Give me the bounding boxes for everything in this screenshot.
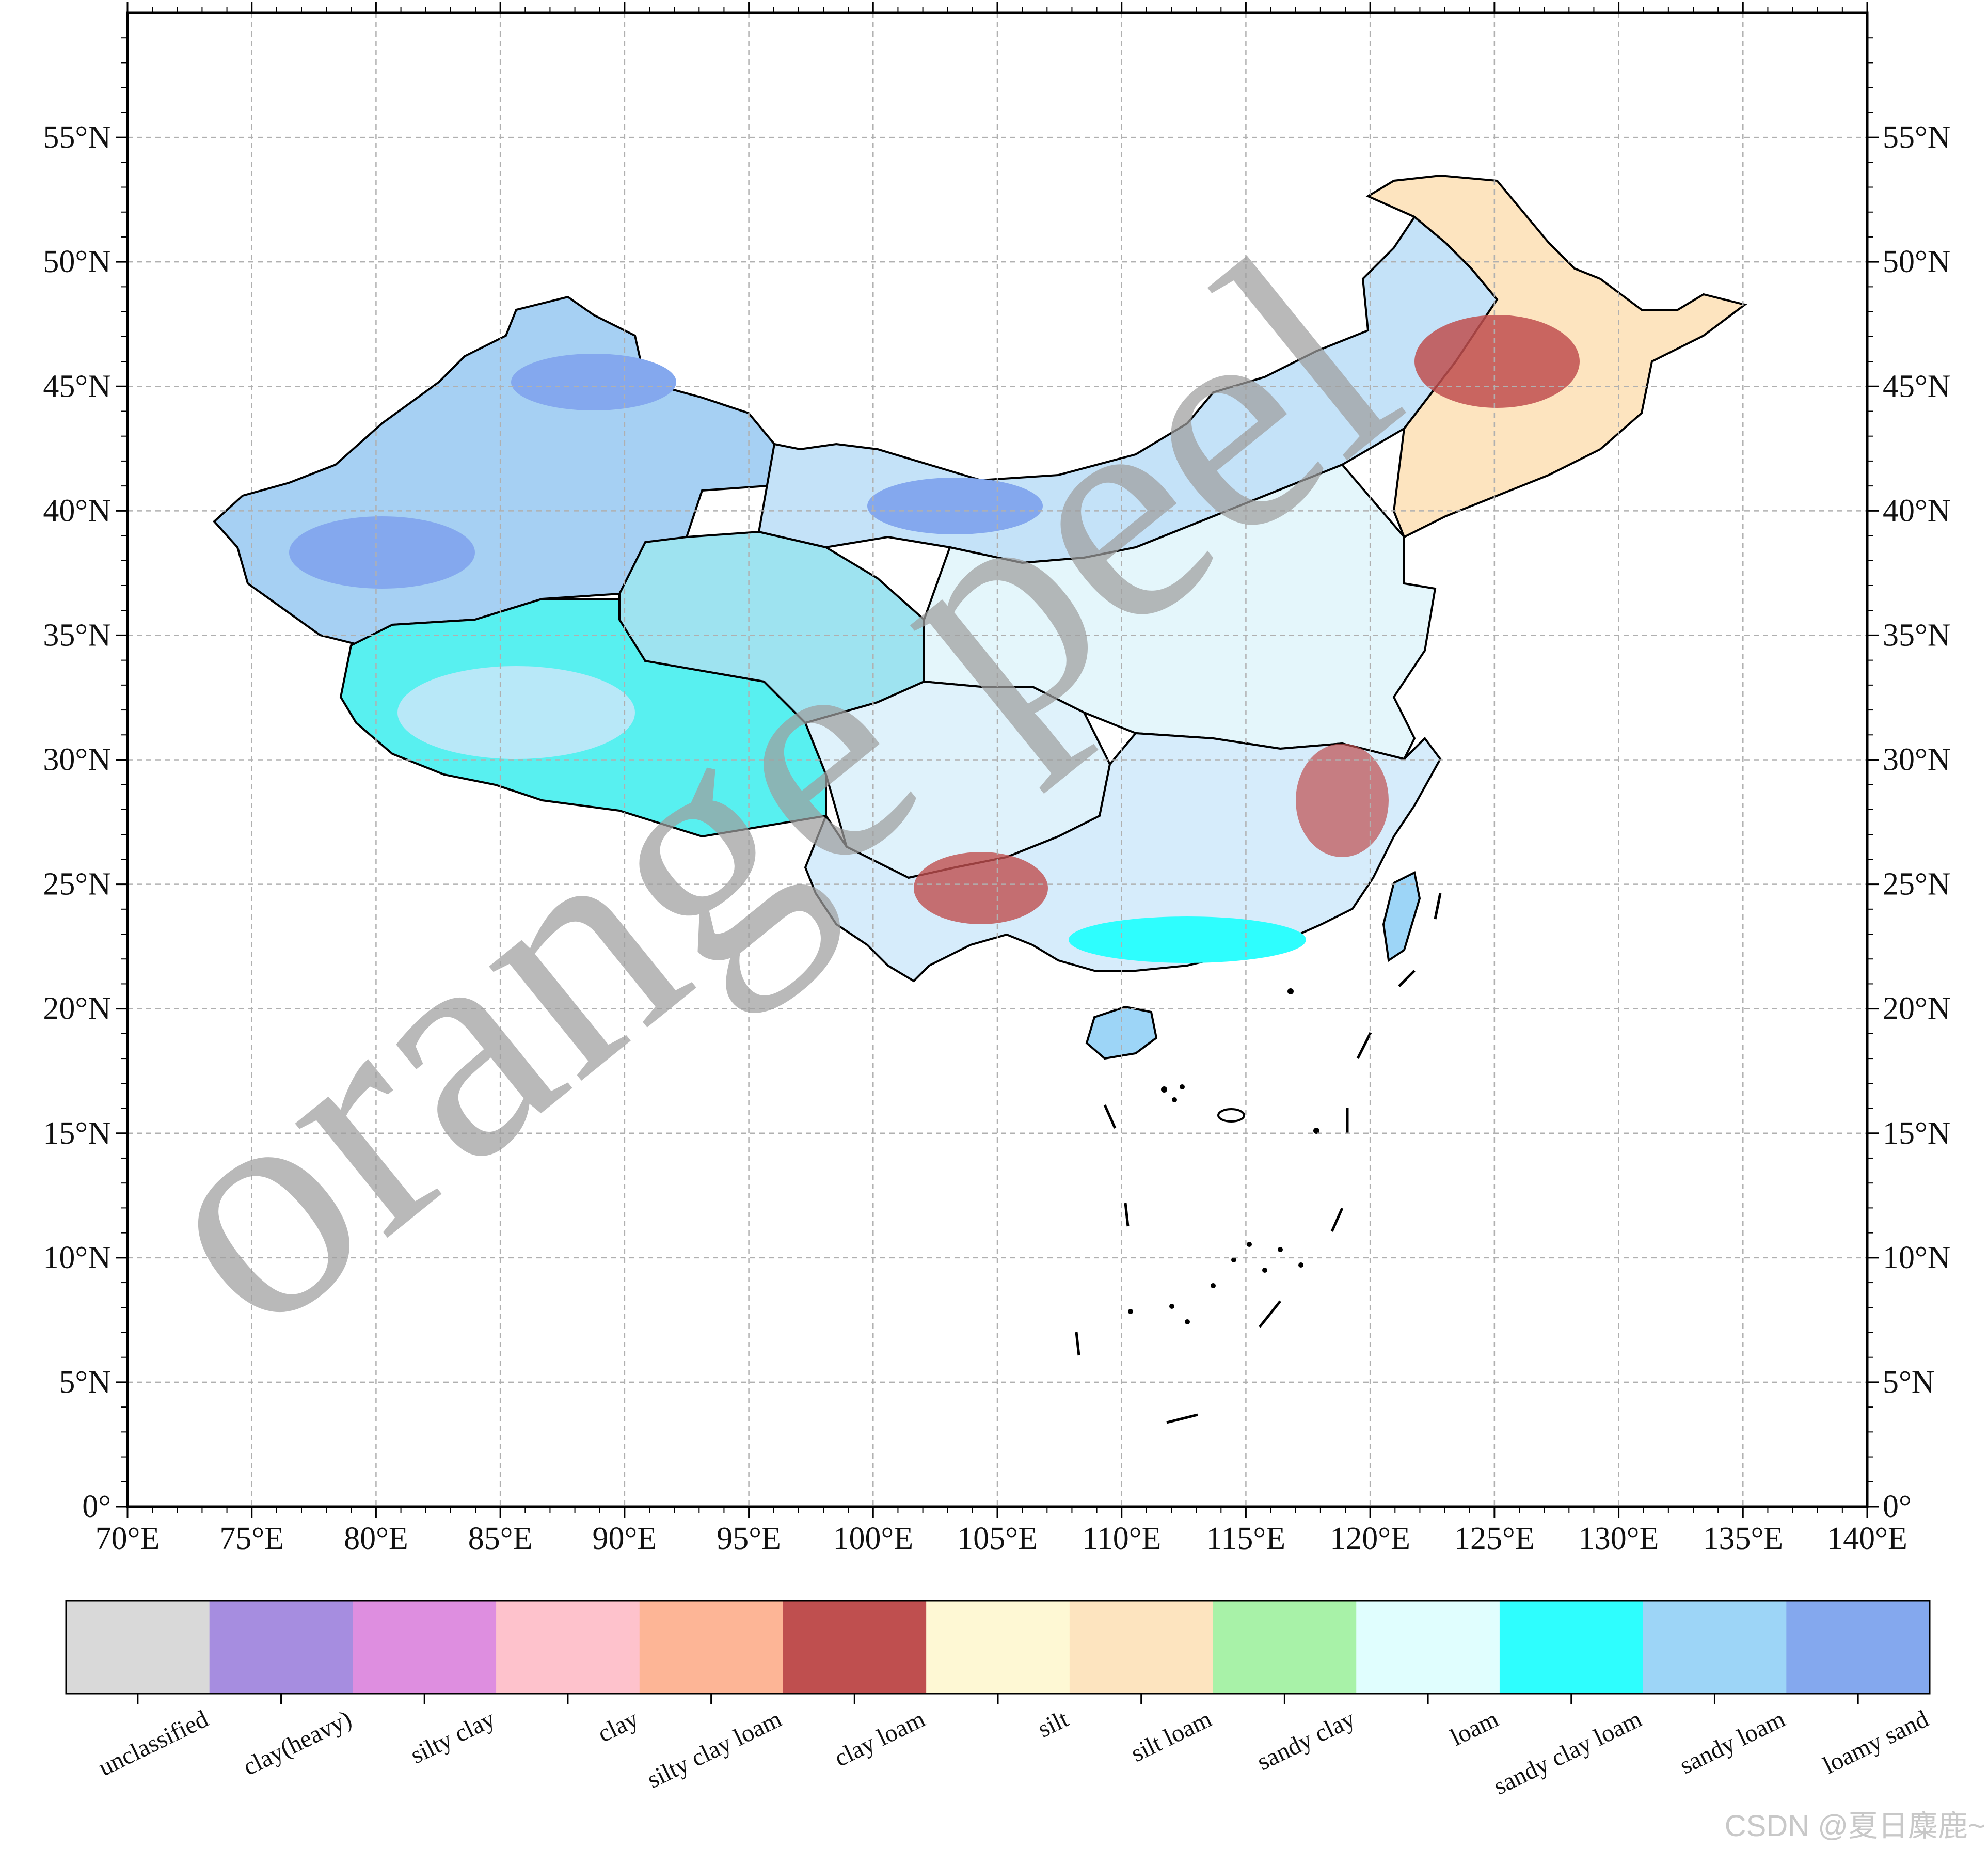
lat-tick-label-left: 55°N: [43, 120, 111, 155]
colorbar-label: sandy clay loam: [1489, 1705, 1646, 1800]
lat-tick-label-right: 0°: [1883, 1489, 1912, 1524]
lon-tick-label: 115°E: [1206, 1521, 1285, 1556]
lon-tick-label: 75°E: [219, 1521, 284, 1556]
lat-tick-label-right: 5°N: [1883, 1365, 1935, 1400]
lat-tick-label-right: 25°N: [1883, 867, 1951, 902]
colorbar-swatch: [1643, 1601, 1787, 1694]
lon-tick-label: 95°E: [717, 1521, 781, 1556]
lat-tick-label-left: 10°N: [43, 1240, 111, 1275]
lon-tick-label: 85°E: [468, 1521, 533, 1556]
lat-tick-label-right: 45°N: [1883, 369, 1951, 404]
taiwan-island: [1382, 871, 1421, 962]
china-soil-regions: [213, 174, 1747, 1424]
colorbar-label: unclassified: [94, 1705, 212, 1781]
lon-tick-label: 120°E: [1330, 1521, 1410, 1556]
colorbar-swatch: [353, 1601, 497, 1694]
colorbar-label: clay(heavy): [239, 1705, 356, 1781]
colorbar-swatch: [926, 1601, 1070, 1694]
lat-tick-label-left: 30°N: [43, 742, 111, 778]
lat-tick-label-left: 15°N: [43, 1116, 111, 1151]
lat-tick-label-left: 20°N: [43, 991, 111, 1026]
colorbar-swatch: [1356, 1601, 1500, 1694]
colorbar-label: loamy sand: [1819, 1705, 1933, 1779]
lat-tick-label-left: 45°N: [43, 369, 111, 404]
map-frame: [126, 11, 1869, 1508]
colorbar-swatch: [496, 1601, 640, 1694]
lat-tick-label-left: 5°N: [59, 1365, 111, 1400]
graticule: [128, 13, 1867, 1507]
colorbar-label: sandy loam: [1675, 1705, 1789, 1779]
lon-tick-label: 100°E: [833, 1521, 913, 1556]
lon-tick-label: 135°E: [1703, 1521, 1783, 1556]
lon-tick-label: 140°E: [1827, 1521, 1907, 1556]
lat-tick-label-left: 50°N: [43, 244, 111, 279]
lat-tick-label-right: 10°N: [1883, 1240, 1951, 1275]
soil-texture-colorbar: unclassified clay(heavy) silty clay clay sil…: [65, 1600, 1933, 1800]
lat-tick-label-left: 25°N: [43, 867, 111, 902]
colorbar-frame: [65, 1600, 1931, 1695]
lon-tick-label: 125°E: [1454, 1521, 1535, 1556]
south-china-sea-islands: [1128, 988, 1319, 1324]
hainan-island: [1085, 1005, 1158, 1060]
lat-tick-label-left: 40°N: [43, 493, 111, 528]
colorbar-label: silty clay: [406, 1705, 499, 1769]
colorbar-swatch: [639, 1601, 783, 1694]
colorbar-label: silt: [1033, 1705, 1073, 1743]
lat-tick-label-left: 35°N: [43, 618, 111, 653]
lat-tick-label-right: 15°N: [1883, 1116, 1951, 1151]
gobi-sand-patch: [867, 478, 1043, 534]
lon-tick-label: 70°E: [96, 1521, 160, 1556]
northeast-clay-loam-patch: [1414, 315, 1580, 408]
lon-tick-label: 80°E: [344, 1521, 408, 1556]
tibet-loam-patch: [397, 666, 635, 759]
latitude-labels-left: 0° 5°N 10°N 15°N 20°N 25°N 30°N 35°N 40°N 45°N 50°…: [43, 120, 111, 1524]
lon-tick-label: 110°E: [1082, 1521, 1161, 1556]
tarim-basin: [289, 516, 475, 589]
colorbar-label: clay loam: [830, 1705, 929, 1772]
colorbar-label: sandy clay: [1253, 1705, 1360, 1776]
colorbar-swatch: [209, 1601, 353, 1694]
lon-tick-label: 130°E: [1579, 1521, 1659, 1556]
colorbar-swatch: [66, 1601, 210, 1694]
lat-tick-label-right: 20°N: [1883, 991, 1951, 1026]
lat-tick-label-right: 55°N: [1883, 120, 1951, 155]
colorbar-swatch: [1786, 1601, 1930, 1694]
lon-tick-label: 90°E: [593, 1521, 657, 1556]
lon-tick-label: 105°E: [957, 1521, 1038, 1556]
guangxi-sandy-clay-loam-patch: [1069, 916, 1306, 963]
lat-tick-label-right: 35°N: [1883, 618, 1951, 653]
colorbar-swatch: [1499, 1601, 1644, 1694]
colorbar-label: loam: [1446, 1705, 1503, 1751]
lat-tick-label-right: 50°N: [1883, 244, 1951, 279]
colorbar-swatch: [1069, 1601, 1214, 1694]
longitude-labels: 70°E 75°E 80°E 85°E 90°E 95°E 100°E 105°E 110°E 1…: [96, 1521, 1907, 1556]
lat-tick-label-right: 40°N: [1883, 493, 1951, 528]
colorbar-label: silt loam: [1126, 1705, 1216, 1767]
lat-tick-label-right: 30°N: [1883, 742, 1951, 778]
junggar-basin: [511, 354, 676, 410]
colorbar-swatch: [1213, 1601, 1357, 1694]
latitude-labels-right: 0° 5°N 10°N 15°N 20°N 25°N 30°N 35°N 40°N 45°N 50°…: [1883, 120, 1951, 1524]
lat-tick-label-left: 0°: [82, 1489, 111, 1524]
colorbar-label: silty clay loam: [643, 1705, 786, 1794]
colorbar-label: clay: [594, 1705, 643, 1748]
yunnan-clay-loam-patch: [914, 852, 1048, 924]
nine-dash-line: [1075, 893, 1442, 1424]
zhejiang-clay-loam-patch: [1296, 744, 1389, 857]
credit-text: CSDN @夏日麋鹿~: [1725, 1809, 1985, 1843]
colorbar-swatch: [783, 1601, 927, 1694]
